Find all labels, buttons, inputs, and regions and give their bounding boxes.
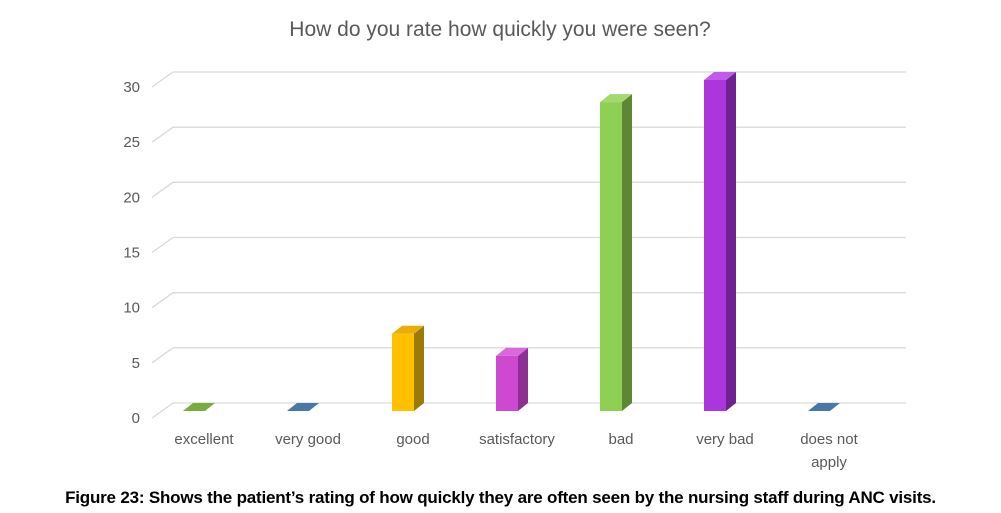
bar-very-good xyxy=(287,403,319,411)
bar-zero-face xyxy=(183,403,215,411)
bar-front-face xyxy=(600,102,622,412)
gridline-depth-30 xyxy=(151,71,174,88)
gridline-depth-25 xyxy=(151,126,174,143)
figure-caption-text: Shows the patient’s rating of how quickl… xyxy=(148,488,936,507)
x-category-label-very-good: very good xyxy=(275,431,341,448)
y-tick-label-30: 30 xyxy=(123,79,140,96)
x-category-label-satisfactory: satisfactory xyxy=(479,431,555,448)
x-category-label-does-not-apply: does not xyxy=(800,431,858,448)
bar-front-face xyxy=(704,80,726,411)
x-category-label-bad: bad xyxy=(608,431,633,448)
x-category-label-does-not-apply-line2: apply xyxy=(811,454,847,471)
bar-top-face xyxy=(496,347,528,356)
gridline-depth-20 xyxy=(151,181,174,198)
bar-series xyxy=(183,72,840,412)
y-tick-label-0: 0 xyxy=(132,410,140,427)
bar-front-face xyxy=(392,333,414,411)
figure-caption-label: Figure 23: xyxy=(65,488,145,507)
x-category-label-very-bad: very bad xyxy=(696,431,754,448)
x-axis-category-labels: excellent very good good satisfactory bad ver… xyxy=(174,431,858,471)
bar-zero-face xyxy=(287,403,319,411)
y-tick-label-5: 5 xyxy=(132,355,140,372)
bar-top-face xyxy=(392,325,424,334)
bar-top-face xyxy=(600,94,632,103)
y-axis-tick-labels: 0 5 10 15 20 25 30 xyxy=(123,79,140,427)
x-category-label-good: good xyxy=(396,431,429,448)
gridlines xyxy=(151,71,906,419)
gridline-depth-5 xyxy=(151,347,174,364)
y-tick-label-15: 15 xyxy=(123,245,140,262)
gridline-depth-15 xyxy=(151,236,174,254)
bar-zero-face xyxy=(808,403,840,411)
bar-good xyxy=(392,325,424,411)
bar-side-face xyxy=(622,94,632,412)
gridline-depth-10 xyxy=(151,292,174,309)
bar-side-face xyxy=(726,72,736,411)
chart-title: How do you rate how quickly you were see… xyxy=(289,18,710,41)
bar-bad xyxy=(600,94,632,412)
bar-satisfactory xyxy=(496,347,528,411)
bar-front-face xyxy=(496,355,518,411)
bar-chart: How do you rate how quickly you were see… xyxy=(123,18,906,471)
figure-caption: Figure 23: Shows the patient’s rating of… xyxy=(0,488,1001,508)
bar-side-face xyxy=(518,347,528,411)
y-tick-label-25: 25 xyxy=(123,134,140,151)
bar-top-face xyxy=(704,72,736,80)
gridline-depth-0 xyxy=(151,402,174,419)
bar-side-face xyxy=(414,325,424,411)
bar-very-bad xyxy=(704,72,736,411)
y-tick-label-20: 20 xyxy=(123,189,140,206)
bar-does-not-apply xyxy=(808,403,840,411)
bar-excellent xyxy=(183,403,215,411)
y-tick-label-10: 10 xyxy=(123,300,140,317)
x-category-label-excellent: excellent xyxy=(174,431,234,448)
